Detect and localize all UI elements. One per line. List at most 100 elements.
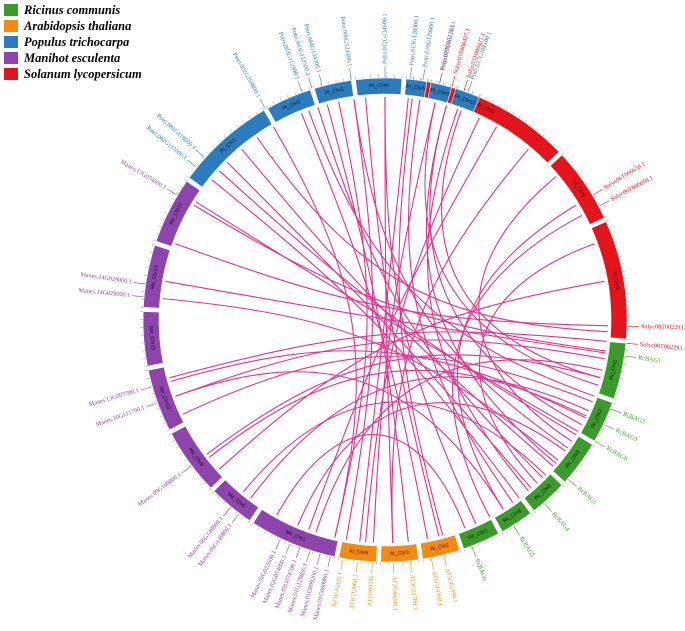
tick-mark [179, 185, 183, 188]
tick-mark [574, 469, 578, 473]
chromosome-segment [598, 341, 627, 400]
legend: Ricinus communis Arabidopsis thaliana Popu… [4, 2, 142, 82]
tick-mark [335, 79, 337, 83]
tick-mark [622, 364, 626, 366]
legend-swatch [4, 52, 18, 64]
gene-marker-line [422, 69, 426, 81]
chromosome-segment [591, 221, 628, 340]
tick-mark [166, 429, 170, 432]
synteny-link [353, 99, 568, 449]
tick-mark [623, 278, 627, 280]
chromosome-segment [213, 479, 260, 522]
tick-mark [530, 124, 533, 128]
tick-mark [553, 144, 557, 147]
gene-label: AT5G62390.1 [444, 568, 459, 604]
tick-mark [309, 86, 311, 90]
tick-mark [223, 501, 226, 505]
gene-marker-line [349, 68, 352, 80]
gene-marker-line [467, 81, 473, 92]
chromosome-label: Me_Chr13 [148, 326, 156, 351]
tick-mark [470, 546, 473, 550]
gene-marker-line [410, 67, 412, 79]
synteny-link [456, 204, 577, 510]
legend-swatch [4, 20, 18, 32]
tick-mark [444, 82, 446, 86]
synteny-link [175, 243, 608, 327]
tick-mark [450, 84, 452, 88]
tick-mark [505, 107, 508, 111]
tick-mark [592, 444, 596, 447]
synteny-link [345, 99, 374, 540]
chromosome-label: At_Chr3 [390, 550, 409, 557]
tick-mark [272, 101, 275, 105]
tick-mark [145, 370, 149, 372]
tick-mark [161, 218, 165, 221]
chromosome-segment [188, 110, 273, 188]
synteny-link [162, 298, 559, 461]
gene-marker-line [431, 558, 434, 570]
synteny-link [241, 148, 554, 467]
chromosome-label: At_Chr5 [349, 548, 369, 556]
tick-mark [457, 86, 459, 90]
gene-label: Manes.17G074800.1 [119, 158, 167, 191]
tick-mark [585, 182, 589, 185]
tick-mark [186, 175, 190, 178]
chromosome-segment [450, 88, 480, 113]
tick-mark [153, 240, 157, 242]
synteny-link [365, 117, 480, 543]
tick-mark [264, 530, 267, 534]
tick-mark [600, 209, 604, 212]
gene-marker-line [439, 72, 443, 84]
synteny-link [242, 401, 546, 493]
gene-label: AT1G12060.1 [349, 574, 360, 610]
synteny-link [384, 96, 394, 543]
gene-label: Potri.001G111000.1 [145, 125, 188, 162]
tick-mark [149, 385, 153, 387]
tick-mark [615, 391, 619, 394]
tick-mark [452, 552, 454, 556]
tick-mark [301, 89, 304, 93]
gene-marker-line [599, 200, 610, 207]
chromosome-segment [552, 435, 593, 483]
tick-mark [524, 119, 527, 123]
legend-swatch [4, 68, 18, 80]
tick-mark [518, 115, 521, 119]
tick-mark [180, 452, 183, 455]
gene-marker-line [410, 561, 412, 573]
tick-mark [277, 537, 280, 541]
gene-marker-line [196, 149, 205, 158]
chromosome-label: Pt_Chr5 [406, 84, 426, 92]
gene-marker-line [593, 188, 603, 196]
chromosome-segment [142, 311, 164, 367]
chromosome-segment [252, 509, 339, 558]
tick-mark [320, 83, 322, 87]
tick-mark [459, 550, 461, 554]
gene-marker-line [297, 81, 303, 92]
tick-mark [242, 120, 245, 124]
tick-mark [502, 531, 504, 535]
tick-mark [159, 415, 163, 417]
gene-label: RcBAG3 [576, 485, 598, 505]
tick-mark [328, 81, 330, 85]
tick-mark [612, 402, 616, 404]
tick-mark [593, 195, 597, 198]
chromosome-segment [147, 366, 185, 431]
tick-mark [145, 267, 149, 269]
chromosome-segment [549, 154, 605, 225]
tick-mark [257, 526, 260, 530]
tick-mark [618, 384, 621, 387]
legend-label: Populus trichocarpa [24, 34, 130, 49]
tick-mark [548, 139, 551, 142]
tick-mark [168, 205, 172, 207]
tick-mark [601, 428, 605, 431]
synteny-link [170, 350, 586, 419]
tick-mark [151, 244, 155, 246]
tick-mark [444, 554, 447, 558]
tick-mark [536, 129, 539, 132]
tick-mark [530, 513, 533, 516]
tick-mark [184, 179, 187, 182]
tick-mark [619, 378, 623, 380]
synteny-link [297, 402, 566, 526]
tick-mark [155, 232, 159, 235]
